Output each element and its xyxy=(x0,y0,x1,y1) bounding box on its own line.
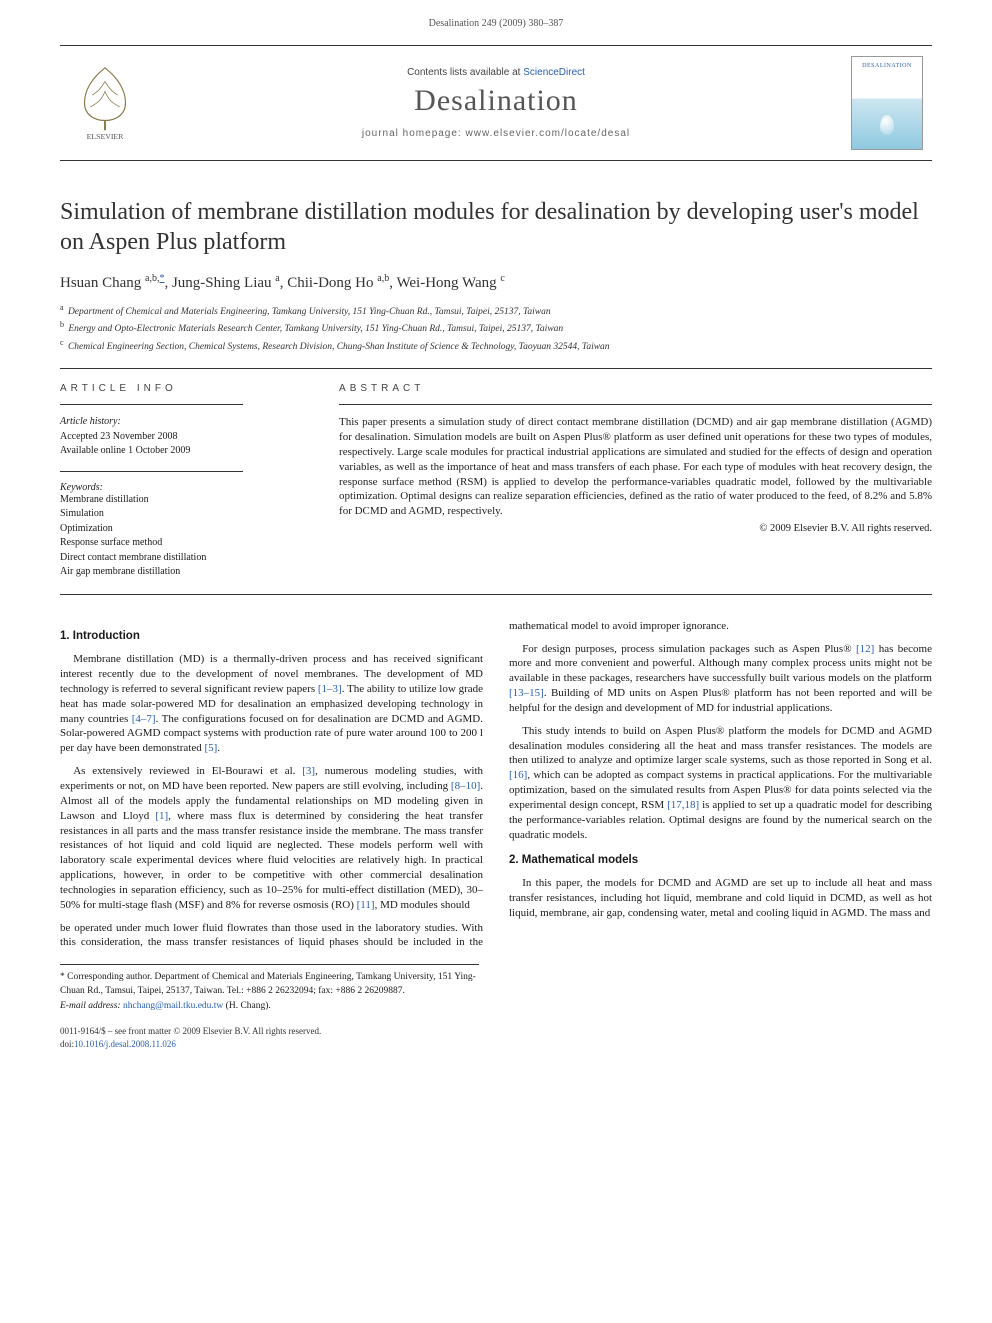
citation-link[interactable]: [5] xyxy=(204,742,217,754)
author-1: Hsuan Chang a,b,* xyxy=(60,275,164,291)
doi-line: doi:10.1016/j.desal.2008.11.026 xyxy=(60,1038,932,1051)
email-suffix: (H. Chang). xyxy=(223,1001,271,1011)
water-drop-icon xyxy=(880,115,894,135)
page-footer: 0011-9164/$ – see front matter © 2009 El… xyxy=(60,1025,932,1050)
body-paragraph: This study intends to build on Aspen Plu… xyxy=(509,724,932,843)
keyword: Air gap membrane distillation xyxy=(60,565,321,580)
divider xyxy=(60,471,243,472)
citation-link[interactable]: [3] xyxy=(302,765,315,777)
citation-link[interactable]: [1] xyxy=(155,810,168,822)
divider xyxy=(60,404,243,405)
keyword: Simulation xyxy=(60,507,321,522)
body-paragraph: Membrane distillation (MD) is a thermall… xyxy=(60,652,483,756)
corresponding-marker-link[interactable]: * xyxy=(159,273,164,284)
sciencedirect-link[interactable]: ScienceDirect xyxy=(523,67,585,78)
doi-link[interactable]: 10.1016/j.desal.2008.11.026 xyxy=(74,1039,176,1049)
email-label: E-mail address: xyxy=(60,1001,123,1011)
email-link[interactable]: nhchang@mail.tku.edu.tw xyxy=(123,1001,223,1011)
article-title: Simulation of membrane distillation modu… xyxy=(60,197,932,257)
affiliations: a Department of Chemical and Materials E… xyxy=(60,302,932,354)
journal-cover-thumb: DESALINATION xyxy=(842,56,932,150)
abstract-copyright: © 2009 Elsevier B.V. All rights reserved… xyxy=(339,523,932,534)
citation-link[interactable]: [11] xyxy=(357,899,375,911)
author-aff: a xyxy=(275,273,279,284)
abstract-text: This paper presents a simulation study o… xyxy=(339,415,932,519)
corresponding-footnote: * Corresponding author. Department of Ch… xyxy=(60,971,479,998)
citation-link[interactable]: [16] xyxy=(509,769,527,781)
affiliation-c: c Chemical Engineering Section, Chemical… xyxy=(60,337,932,354)
author-name: Chii-Dong Ho xyxy=(287,275,373,291)
publisher-logo: ELSEVIER xyxy=(60,62,150,144)
paragraph-text: Membrane distillation (MD) is a thermall… xyxy=(60,653,483,754)
author-3: Chii-Dong Ho a,b xyxy=(287,275,389,291)
paragraph-text: For design purposes, process simulation … xyxy=(509,643,932,714)
keywords-list: Membrane distillation Simulation Optimiz… xyxy=(60,493,321,580)
author-name: Jung-Shing Liau xyxy=(172,275,272,291)
aff-text: Energy and Opto-Electronic Materials Res… xyxy=(68,325,563,335)
article-history-block: Article history: Accepted 23 November 20… xyxy=(60,415,321,459)
cover-thumb-title: DESALINATION xyxy=(862,63,912,69)
author-name: Hsuan Chang xyxy=(60,275,141,291)
body-paragraph: For design purposes, process simulation … xyxy=(509,642,932,716)
aff-text: Department of Chemical and Materials Eng… xyxy=(68,307,551,317)
elsevier-tree-icon: ELSEVIER xyxy=(70,62,140,140)
abstract-heading: abstract xyxy=(339,383,932,394)
article-info-column: article info Article history: Accepted 2… xyxy=(60,369,339,594)
journal-title: Desalination xyxy=(150,84,842,118)
author-aff: a,b xyxy=(377,273,389,284)
contents-prefix: Contents lists available at xyxy=(407,67,523,78)
homepage-url: www.elsevier.com/locate/desal xyxy=(466,128,631,139)
citation-link[interactable]: [4–7] xyxy=(132,713,156,725)
body-two-column: 1. Introduction Membrane distillation (M… xyxy=(60,619,932,951)
citation-link[interactable]: [13–15] xyxy=(509,687,544,699)
paragraph-text: As extensively reviewed in El-Bourawi et… xyxy=(60,765,483,911)
keyword: Direct contact membrane distillation xyxy=(60,551,321,566)
keyword: Optimization xyxy=(60,522,321,537)
aff-key: a xyxy=(60,303,66,312)
author-aff: c xyxy=(500,273,504,284)
history-line: Accepted 23 November 2008 xyxy=(60,430,321,445)
keyword: Response surface method xyxy=(60,536,321,551)
affiliation-b: b Energy and Opto-Electronic Materials R… xyxy=(60,319,932,336)
aff-text: Chemical Engineering Section, Chemical S… xyxy=(68,342,610,352)
journal-homepage-line: journal homepage: www.elsevier.com/locat… xyxy=(150,128,842,139)
publisher-name: ELSEVIER xyxy=(87,132,125,140)
contents-available-line: Contents lists available at ScienceDirec… xyxy=(150,67,842,78)
citation-link[interactable]: [17,18] xyxy=(667,799,699,811)
paragraph-text: This study intends to build on Aspen Plu… xyxy=(509,725,932,841)
homepage-label: journal homepage: xyxy=(362,128,466,139)
footnotes-block: * Corresponding author. Department of Ch… xyxy=(60,964,479,1013)
running-head: Desalination 249 (2009) 380–387 xyxy=(0,0,992,37)
aff-key: b xyxy=(60,320,66,329)
author-name: Wei-Hong Wang xyxy=(396,275,496,291)
citation-link[interactable]: [8–10] xyxy=(451,780,480,792)
citation-link[interactable]: [12] xyxy=(856,643,874,655)
author-aff: a,b, xyxy=(145,273,159,284)
affiliation-a: a Department of Chemical and Materials E… xyxy=(60,302,932,319)
body-paragraph: As extensively reviewed in El-Bourawi et… xyxy=(60,764,483,912)
keyword: Membrane distillation xyxy=(60,493,321,508)
email-footnote: E-mail address: nhchang@mail.tku.edu.tw … xyxy=(60,1000,479,1013)
abstract-column: abstract This paper presents a simulatio… xyxy=(339,369,932,594)
body-paragraph: In this paper, the models for DCMD and A… xyxy=(509,876,932,921)
author-2: Jung-Shing Liau a xyxy=(172,275,280,291)
author-4: Wei-Hong Wang c xyxy=(396,275,504,291)
divider xyxy=(339,404,932,405)
history-line: Available online 1 October 2009 xyxy=(60,444,321,459)
history-label: Article history: xyxy=(60,415,321,430)
article-info-heading: article info xyxy=(60,383,321,394)
paragraph-text: In this paper, the models for DCMD and A… xyxy=(509,877,932,919)
section-heading-math: 2. Mathematical models xyxy=(509,853,932,869)
section-heading-intro: 1. Introduction xyxy=(60,629,483,645)
front-matter-line: 0011-9164/$ – see front matter © 2009 El… xyxy=(60,1025,932,1038)
doi-label: doi: xyxy=(60,1039,74,1049)
info-abstract-row: article info Article history: Accepted 2… xyxy=(60,368,932,595)
keywords-label: Keywords: xyxy=(60,482,321,493)
author-list: Hsuan Chang a,b,*, Jung-Shing Liau a, Ch… xyxy=(60,273,932,292)
journal-banner: ELSEVIER Contents lists available at Sci… xyxy=(60,45,932,161)
aff-key: c xyxy=(60,338,66,347)
citation-link[interactable]: [1–3] xyxy=(318,683,342,695)
